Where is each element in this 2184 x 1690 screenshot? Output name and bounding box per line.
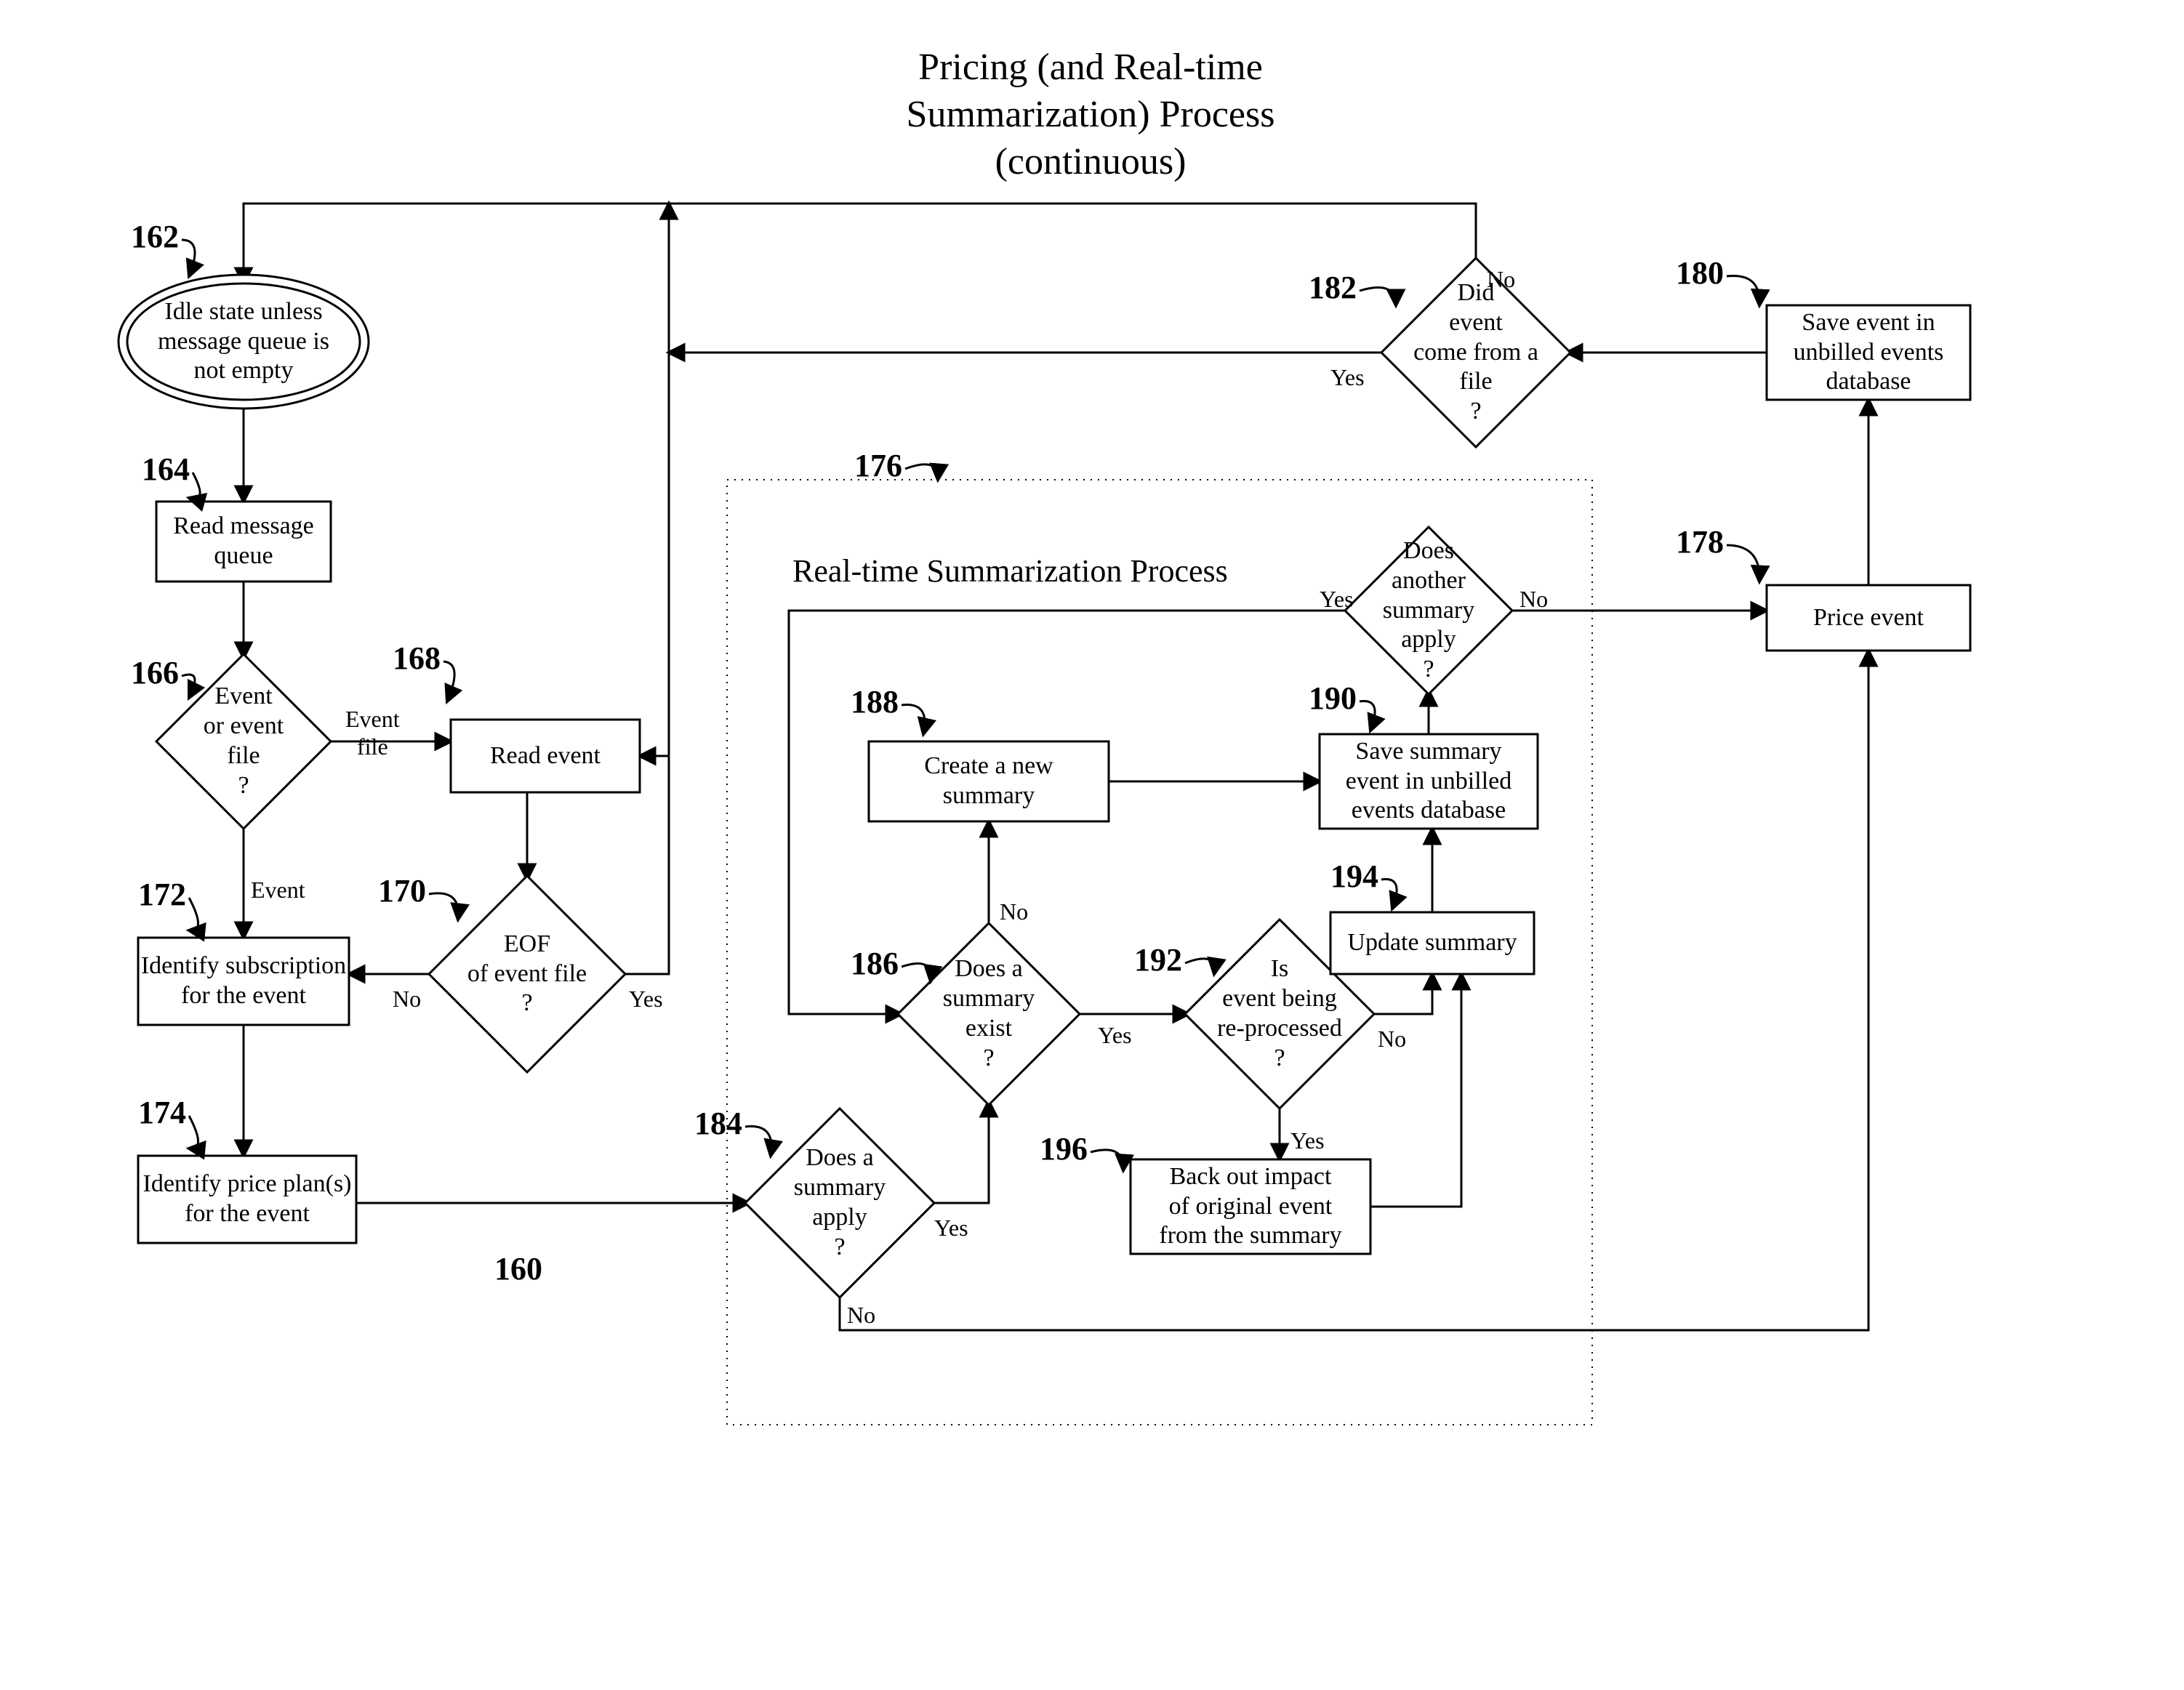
node-n180: Save event in unbilled events database — [1767, 305, 1970, 400]
node-n184: Does a summary apply ? — [745, 1108, 934, 1297]
node-n190: Save summary event in unbilled events da… — [1320, 734, 1538, 829]
ref-172: 172 — [138, 876, 186, 913]
edge-label-10: No — [1000, 898, 1028, 925]
ref-160: 160 — [494, 1250, 542, 1287]
edge-label-11: Yes — [1098, 1021, 1132, 1049]
node-n182: Did event come from a file ? — [1381, 258, 1570, 447]
ref-194: 194 — [1330, 858, 1378, 895]
edge-label-16: No — [1378, 1025, 1406, 1053]
edge-label-9: No — [847, 1301, 875, 1329]
ref-162: 162 — [131, 218, 179, 255]
node-nA: Does another summary apply ? — [1345, 527, 1512, 694]
ref-174: 174 — [138, 1094, 186, 1131]
ref-182: 182 — [1309, 269, 1357, 306]
node-n194: Update summary — [1330, 912, 1534, 974]
edge-label-3: Event — [251, 876, 305, 904]
edge-label-24: Yes — [629, 985, 663, 1013]
ref-190: 190 — [1309, 680, 1357, 717]
node-n172: Identify subscription for the event — [138, 938, 349, 1025]
ref-186: 186 — [851, 945, 899, 982]
ref-176: 176 — [854, 447, 902, 484]
edge-label-23: No — [1487, 265, 1515, 293]
node-n164: Read message queue — [156, 502, 331, 582]
subprocess-title: Real-time Summarization Process — [792, 552, 1228, 590]
ref-166: 166 — [131, 654, 179, 691]
edge-label-22: Yes — [1330, 363, 1365, 391]
node-n162: Idle state unless message queue is not e… — [127, 283, 360, 400]
node-n174: Identify price plan(s) for the event — [138, 1156, 356, 1243]
edge-label-14: Yes — [1320, 585, 1354, 613]
ref-184: 184 — [694, 1105, 742, 1142]
ref-170: 170 — [378, 872, 426, 909]
edge-label-8: Yes — [934, 1214, 968, 1242]
node-n168: Read event — [451, 720, 640, 792]
edge-label-6: No — [393, 985, 421, 1013]
node-n170: EOF of event file ? — [429, 876, 625, 1072]
ref-164: 164 — [142, 451, 190, 488]
node-n196: Back out impact of original event from t… — [1131, 1159, 1370, 1254]
flowchart-canvas: Pricing (and Real-time Summarization) Pr… — [0, 0, 2184, 1690]
edge-label-18: Yes — [1290, 1127, 1325, 1154]
ref-196: 196 — [1040, 1130, 1088, 1167]
node-n166: Event or event file ? — [156, 654, 331, 829]
edge-label-2: Event file — [345, 705, 400, 761]
node-n186: Does a summary exist ? — [898, 923, 1080, 1105]
ref-192: 192 — [1134, 941, 1182, 978]
node-n188: Create a new summary — [869, 741, 1109, 821]
node-n178: Price event — [1767, 585, 1970, 651]
ref-178: 178 — [1676, 523, 1724, 560]
ref-168: 168 — [393, 640, 441, 677]
edge-label-15: No — [1519, 585, 1548, 613]
ref-180: 180 — [1676, 254, 1724, 291]
ref-188: 188 — [851, 683, 899, 720]
flowchart-svg — [0, 0, 2184, 1690]
